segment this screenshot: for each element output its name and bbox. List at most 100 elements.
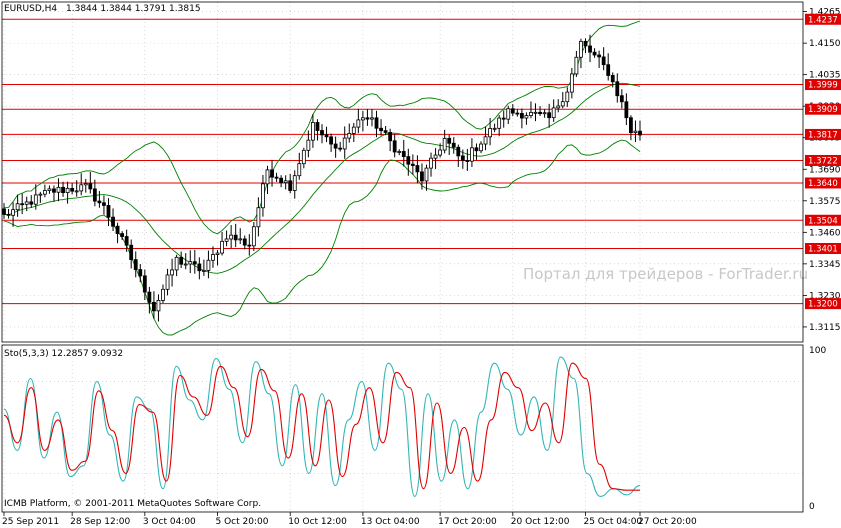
candle-body [338,147,343,150]
candle-body [447,138,452,144]
time-tick-label: 25 Sep 2011 [2,517,59,527]
candle-body [251,226,256,247]
candle-body [483,136,488,145]
candle-body [583,40,588,47]
candle-body [220,240,224,254]
candle-body [261,183,265,209]
candle-body [133,259,138,270]
level-label: 1.3401 [808,245,838,255]
time-tick-label: 28 Sep 12:00 [70,517,130,527]
time-tick-label: 27 Oct 20:00 [638,517,697,527]
candle-body [106,205,111,218]
candle-body [47,188,52,191]
candle-body [179,256,184,265]
candle-body [247,244,252,247]
candle-body [311,122,315,141]
candle-body [74,190,79,193]
level-label-box [805,243,841,254]
candle-body [38,193,43,196]
oscillator-grid [2,345,803,512]
candle-body [401,151,406,157]
candle-body [79,184,84,192]
candle-body [265,169,270,185]
stochastic-oscillator [3,356,641,497]
candle-body [138,269,143,277]
candle-body [601,56,606,66]
candle-body [97,200,102,204]
candle-body [538,111,542,115]
candle-body [224,238,229,242]
candle-body [579,40,583,58]
candle-body [288,180,293,191]
price-tick-label: 1.3460 [809,228,841,238]
candle-body [279,177,284,184]
candle-body [233,234,238,241]
level-label: 1.3817 [808,130,838,140]
candle-body [356,119,361,128]
candle-body [365,117,370,120]
candle-body [442,138,447,151]
candle-body [56,186,61,193]
chart-header-symbol: EURUSD,H4 [4,4,57,14]
candle-body [542,112,547,115]
candle-body [156,300,161,312]
price-panel-frame [1,1,804,343]
candle-body [460,155,465,161]
candle-body [83,183,88,186]
candle-body [388,132,393,142]
candle-body [479,143,483,152]
bollinger-middle-line [3,82,641,274]
time-axis: 25 Sep 2011 28 Sep 12:00 3 Oct 04:00 5 Oct … [2,512,697,527]
candle-body [256,207,261,228]
level-label: 1.3200 [808,300,838,310]
support-resistance-levels [2,18,803,305]
candle-body [606,64,611,76]
level-label: 1.3909 [808,105,838,115]
price-tick-label: 1.4265 [809,8,841,18]
candle-body [383,130,388,133]
price-tick-label: 1.3230 [809,291,841,301]
candle-body [501,117,506,120]
candle-body [211,254,215,261]
candle-body [142,275,147,293]
candle-body [129,244,134,261]
candle-body [115,225,120,234]
candle-body [588,45,592,53]
stochastic-signal-line [3,362,640,491]
candle-body [242,238,247,246]
candle-body [270,169,274,178]
level-label: 1.3504 [808,216,838,226]
level-label: 1.3722 [808,156,838,166]
candle-body [556,105,561,109]
time-tick-label: 20 Oct 12:00 [511,517,570,527]
candle-body [124,236,129,246]
candle-body [370,117,374,120]
candle-body [161,288,165,301]
time-tick-label: 3 Oct 04:00 [143,517,196,527]
oscillator-tick-label: 0 [809,502,815,512]
time-tick-label: 17 Oct 20:00 [438,517,497,527]
candle-body [206,259,211,271]
candle-body [306,139,311,151]
level-label-box [805,214,841,226]
candle-body [610,75,615,83]
candle-body [61,186,65,194]
candle-body [320,130,324,136]
candle-body [347,133,352,139]
candle-body [301,149,306,165]
candle-body [52,188,56,193]
candle-body [201,269,206,272]
price-grid [2,2,803,342]
time-tick-label: 5 Oct 20:00 [216,517,269,527]
candle-body [165,274,170,290]
candle-body [183,263,188,266]
candle-body [438,149,443,156]
candle-body [29,201,34,205]
candle-body [465,160,470,162]
candlesticks [2,34,642,322]
candle-body [497,117,502,129]
oscillator-label: Sto(5,3,3) 12.2857 9.0932 [4,349,123,359]
candle-body [456,146,461,157]
candle-body [197,263,202,272]
